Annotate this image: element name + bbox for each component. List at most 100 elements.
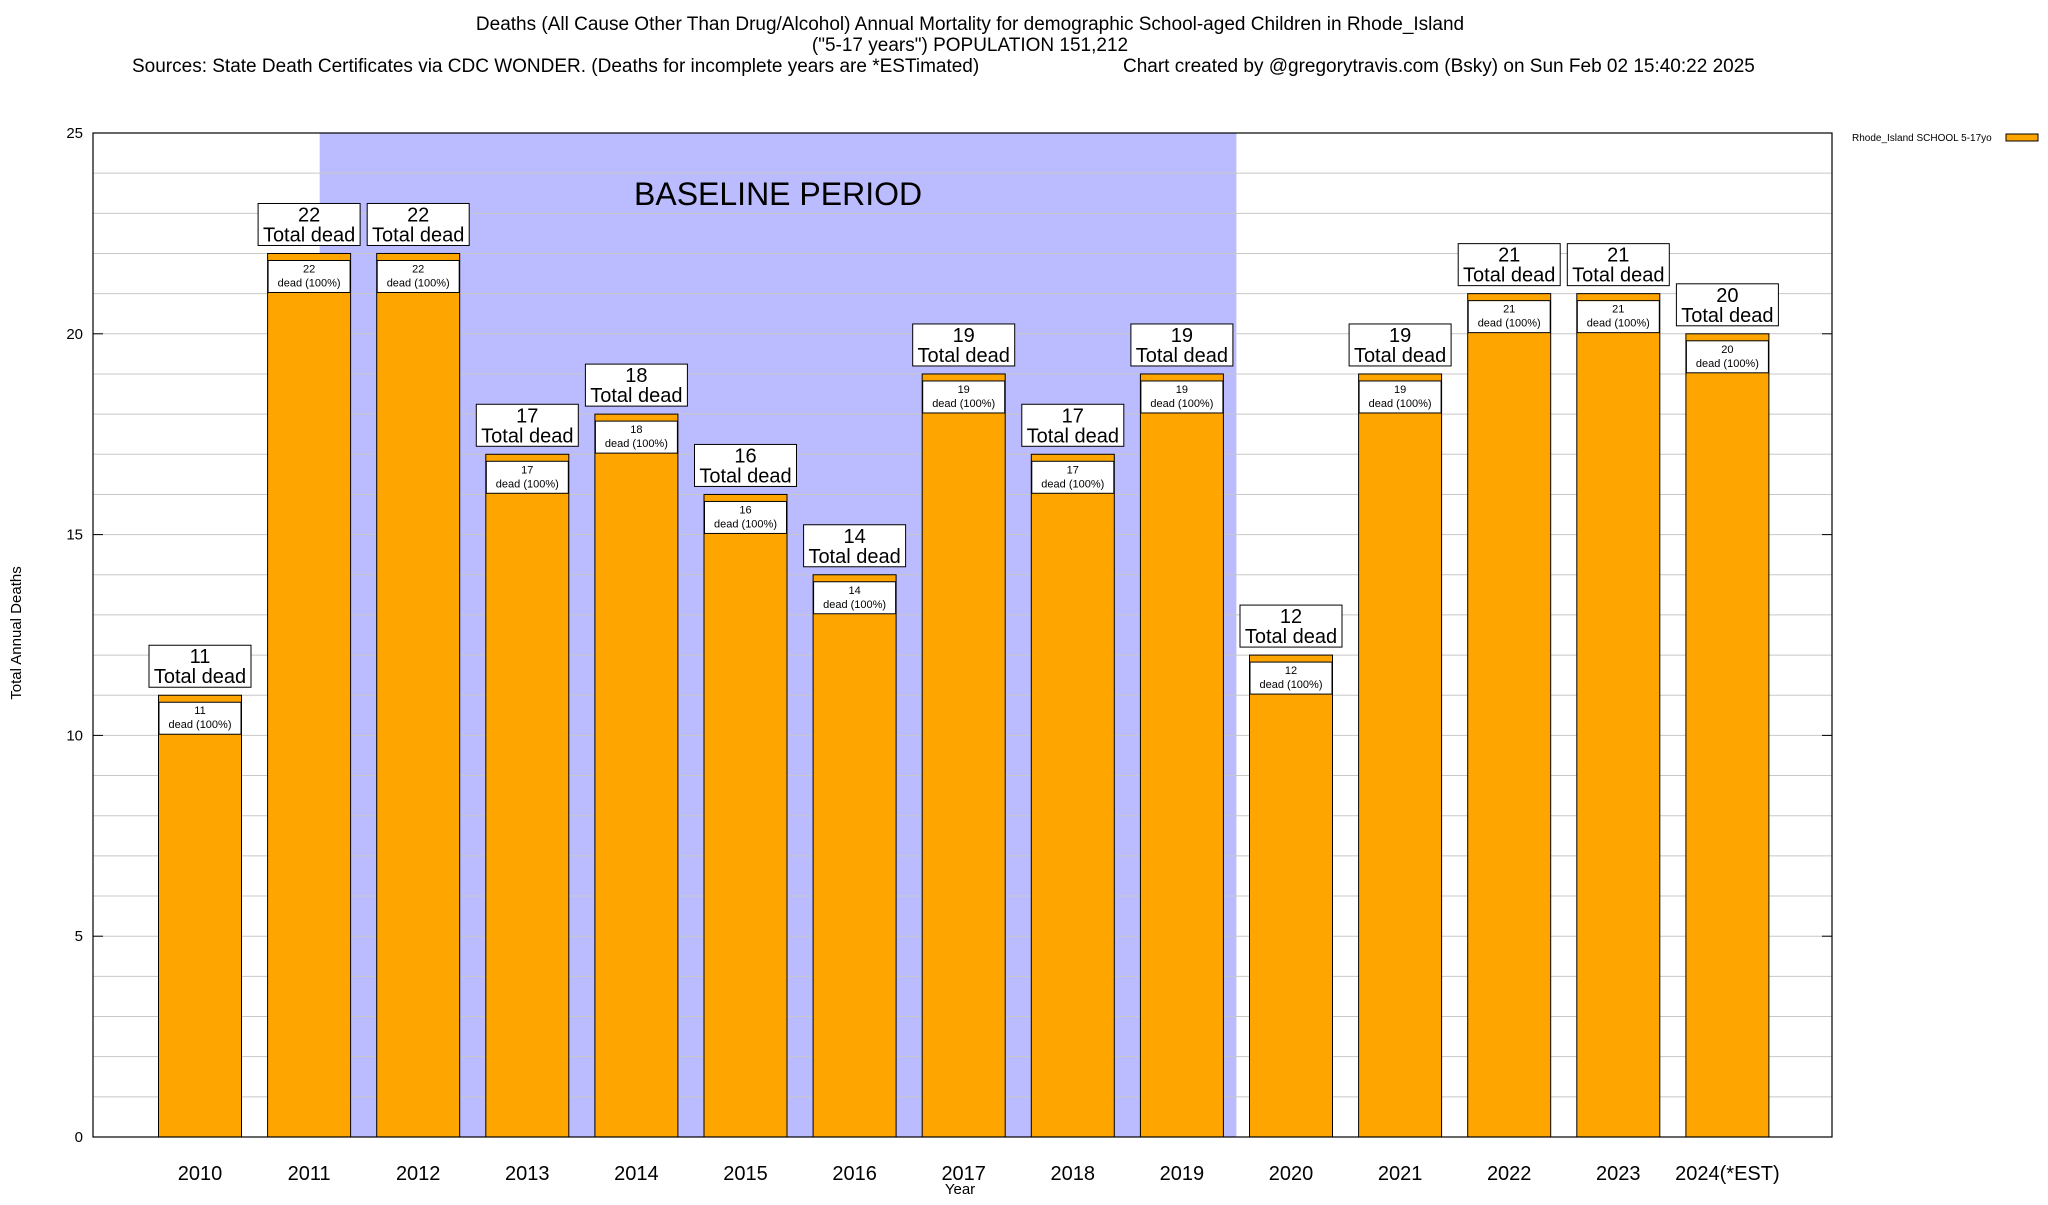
bar	[1358, 373, 1443, 1138]
bar-total-value: 19	[1171, 325, 1193, 347]
chart-sources: Sources: State Death Certificates via CD…	[132, 56, 979, 77]
bar-inner-label-box	[922, 380, 1006, 414]
bar-total-label-box	[584, 363, 688, 407]
bar-inner-label-box	[1031, 460, 1115, 494]
bar-total-text: Total dead	[1136, 345, 1228, 367]
bar-total-text: Total dead	[481, 425, 573, 447]
x-tick-label: 2021	[1378, 1163, 1423, 1185]
bar-inner-label-box	[267, 259, 351, 293]
bar-inner-text: dead (100%)	[1150, 398, 1213, 410]
bar-total-text: Total dead	[1245, 626, 1337, 648]
bar	[703, 493, 788, 1138]
bar-total-value: 19	[1389, 325, 1411, 347]
x-tick-label: 2014	[614, 1163, 659, 1185]
bar-total-value: 18	[625, 365, 647, 387]
bar-inner-value: 19	[958, 384, 970, 396]
bar	[1139, 373, 1224, 1138]
bar-total-value: 21	[1607, 245, 1629, 267]
bar-total-text: Total dead	[263, 224, 355, 246]
bar-total-label-box	[1021, 403, 1125, 447]
x-tick-label: 2017	[941, 1163, 986, 1185]
bar-inner-label-box	[594, 420, 678, 454]
chart-subtitle: ("5-17 years") POPULATION 151,212	[812, 35, 1128, 56]
bar-total-value: 22	[407, 204, 429, 226]
bar-inner-text: dead (100%)	[1041, 478, 1104, 490]
bar	[267, 252, 352, 1138]
bar-inner-label-box	[1249, 661, 1333, 695]
x-tick-label: 2013	[505, 1163, 550, 1185]
y-tick-label: 25	[66, 125, 83, 142]
bar-inner-text: dead (100%)	[278, 277, 341, 289]
legend-label: Rhode_Island SCHOOL 5-17yo	[1852, 133, 1992, 144]
x-tick-label: 2020	[1269, 1163, 1314, 1185]
bar-total-text: Total dead	[1354, 345, 1446, 367]
bar-inner-text: dead (100%)	[932, 398, 995, 410]
y-tick-label: 10	[66, 727, 83, 744]
bar	[921, 373, 1006, 1138]
bar-inner-value: 16	[739, 504, 751, 516]
bar-inner-label-box	[158, 701, 242, 735]
x-tick-label: 2010	[178, 1163, 223, 1185]
x-tick-label: 2022	[1487, 1163, 1532, 1185]
bar-inner-text: dead (100%)	[387, 277, 450, 289]
bar	[594, 413, 679, 1138]
bar-total-text: Total dead	[1027, 425, 1119, 447]
bar-inner-text: dead (100%)	[823, 599, 886, 611]
bar-total-label-box	[912, 323, 1016, 367]
bar-total-value: 17	[1062, 405, 1084, 427]
bar-inner-text: dead (100%)	[1478, 318, 1541, 330]
bar-total-value: 19	[953, 325, 975, 347]
bar-inner-label-box	[376, 259, 460, 293]
legend: Rhode_Island SCHOOL 5-17yo	[1852, 133, 2039, 144]
bar-inner-value: 22	[412, 263, 424, 275]
bar-inner-value: 14	[848, 585, 860, 597]
bar	[1030, 453, 1115, 1138]
bar-total-label-box	[803, 524, 907, 568]
bar-total-text: Total dead	[590, 385, 682, 407]
bar-inner-value: 21	[1503, 304, 1515, 316]
bar-total-text: Total dead	[808, 546, 900, 568]
bar-inner-text: dead (100%)	[1587, 318, 1650, 330]
bar-inner-text: dead (100%)	[1260, 679, 1323, 691]
bar-inner-label-box	[1685, 340, 1769, 374]
x-tick-label: 2015	[723, 1163, 768, 1185]
x-tick-label: 2018	[1051, 1163, 1096, 1185]
bar-inner-text: dead (100%)	[714, 518, 777, 530]
bar	[1685, 333, 1770, 1138]
bar-inner-label-box	[1576, 300, 1660, 334]
bar-total-value: 17	[516, 405, 538, 427]
bar-total-value: 21	[1498, 245, 1520, 267]
bar-inner-text: dead (100%)	[605, 438, 668, 450]
bar-total-label-box	[1675, 283, 1779, 327]
bar-inner-value: 17	[1067, 464, 1079, 476]
y-tick-label: 0	[75, 1129, 83, 1146]
y-tick-label: 15	[66, 527, 83, 544]
bar-inner-value: 22	[303, 263, 315, 275]
bar-inner-text: dead (100%)	[1369, 398, 1432, 410]
bar-total-value: 22	[298, 204, 320, 226]
bar-inner-label-box	[813, 581, 897, 615]
x-axis-label: Year	[945, 1181, 975, 1198]
y-axis-label: Total Annual Deaths	[8, 566, 25, 699]
chart-header: Deaths (All Cause Other Than Drug/Alcoho…	[132, 14, 1755, 77]
bar-inner-value: 21	[1612, 304, 1624, 316]
x-tick-label: 2023	[1596, 1163, 1641, 1185]
bar-inner-value: 20	[1721, 344, 1733, 356]
bar-total-label-box	[257, 202, 361, 246]
bar-total-label-box	[1457, 243, 1561, 287]
bar-inner-value: 11	[194, 705, 205, 717]
